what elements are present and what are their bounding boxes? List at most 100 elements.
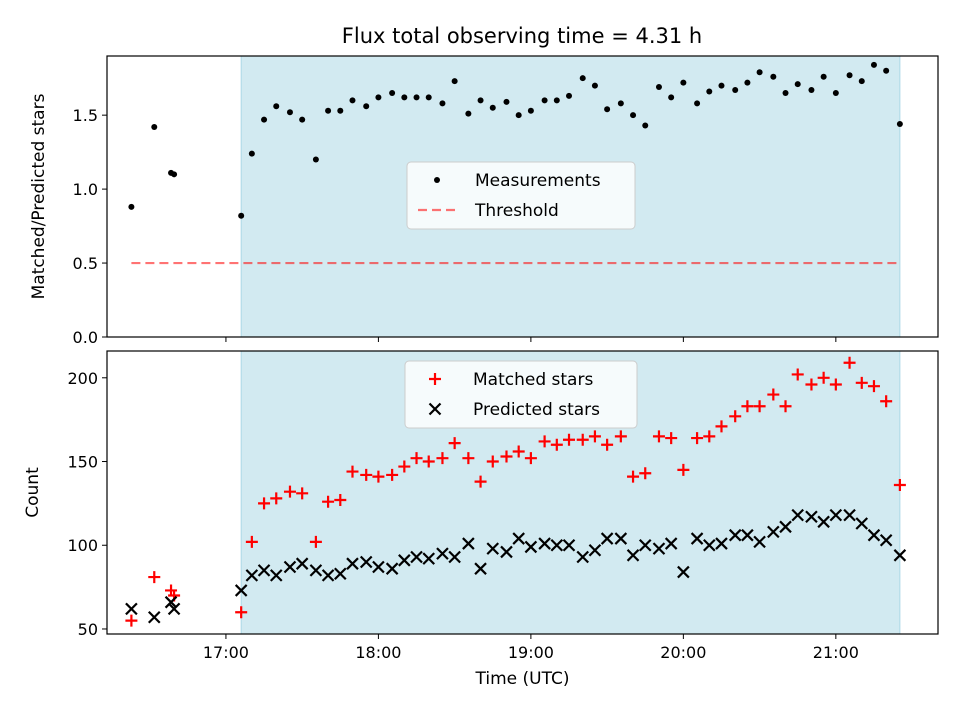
measurement-point xyxy=(680,79,687,86)
predicted-star-point xyxy=(614,532,628,545)
predicted-star-point xyxy=(600,532,614,545)
matched-star-point xyxy=(334,494,347,507)
matched-star-point xyxy=(753,400,766,413)
matched-star-point xyxy=(410,452,423,465)
measurement-point xyxy=(617,100,624,107)
matched-star-point xyxy=(245,535,258,548)
x-tick-label: 21:00 xyxy=(813,643,859,662)
measurement-point xyxy=(566,92,573,99)
legend-marker-predicted xyxy=(428,402,442,416)
predicted-star-point xyxy=(164,595,178,609)
predicted-star-point xyxy=(372,560,385,574)
measurement-point xyxy=(668,94,675,101)
measurement-point xyxy=(694,100,701,107)
matched-star-point xyxy=(779,400,792,413)
matched-star-point xyxy=(703,430,716,443)
predicted-star-point xyxy=(167,602,181,616)
predicted-star-point xyxy=(703,538,716,552)
predicted-star-point xyxy=(334,567,347,580)
y-tick-label: 100 xyxy=(67,536,98,555)
predicted-star-point xyxy=(147,610,161,624)
matched-star-point xyxy=(677,463,690,476)
predicted-star-point xyxy=(321,569,335,582)
x-tick-label: 18:00 xyxy=(355,643,401,662)
measurement-point xyxy=(238,212,245,219)
matched-star-point xyxy=(614,430,627,443)
measurement-point xyxy=(286,109,293,116)
predicted-star-point xyxy=(767,525,780,539)
matched-star-point xyxy=(512,445,525,458)
measurement-point xyxy=(261,116,268,123)
predicted-star-point xyxy=(626,549,640,562)
predicted-star-point xyxy=(791,508,804,522)
predicted-star-point xyxy=(295,557,309,570)
measurement-point xyxy=(604,106,611,113)
measurement-point xyxy=(655,84,662,91)
predicted-star-point xyxy=(422,552,436,565)
measurement-point xyxy=(718,82,725,89)
predicted-star-point xyxy=(893,549,907,562)
predicted-star-point xyxy=(410,550,423,564)
matched-star-point xyxy=(563,433,576,446)
predicted-star-point xyxy=(538,537,551,550)
predicted-star-point xyxy=(462,537,475,550)
measurement-point xyxy=(273,103,280,110)
predicted-star-point xyxy=(436,547,449,560)
y-tick-label: 0.5 xyxy=(73,254,98,273)
matched-star-point xyxy=(805,378,818,391)
matched-star-point xyxy=(283,485,296,498)
predicted-star-point xyxy=(843,508,856,522)
matched-star-point xyxy=(125,614,138,627)
predicted-star-point xyxy=(855,517,869,530)
predicted-star-point xyxy=(779,520,792,534)
measurement-point xyxy=(858,78,865,85)
predicted-star-point xyxy=(500,545,513,559)
measurement-point xyxy=(401,94,408,101)
matched-star-point xyxy=(791,368,804,381)
y-tick-label: 150 xyxy=(67,453,98,472)
measurement-point xyxy=(171,171,178,178)
matched-star-point xyxy=(436,452,449,465)
predicted-star-point xyxy=(638,538,652,552)
predicted-star-point xyxy=(690,532,704,545)
shaded-observing-span xyxy=(240,350,901,635)
predicted-star-point xyxy=(550,538,564,552)
x-tick-label: 17:00 xyxy=(203,643,249,662)
measurement-point xyxy=(349,97,356,104)
measurement-point xyxy=(846,72,853,79)
y-axis-label: Count xyxy=(23,467,43,518)
measurement-point xyxy=(439,100,446,107)
predicted-star-point xyxy=(486,542,500,555)
predicted-star-point xyxy=(245,569,259,582)
predicted-star-point xyxy=(257,564,271,577)
measurement-point xyxy=(413,94,420,101)
matched-star-point xyxy=(715,420,728,433)
matched-star-point xyxy=(627,470,640,483)
matched-star-point xyxy=(665,432,678,445)
x-axis-label: Time (UTC) xyxy=(475,669,570,689)
measurement-point xyxy=(527,107,534,114)
measurement-point xyxy=(896,121,903,128)
measurement-point xyxy=(832,89,839,96)
measurement-point xyxy=(477,97,484,104)
matched-star-point xyxy=(576,433,589,446)
predicted-star-point xyxy=(269,569,283,582)
measurement-point xyxy=(553,97,560,104)
measurement-point xyxy=(325,107,332,114)
matched-star-point xyxy=(309,535,322,548)
legend-label: Predicted stars xyxy=(473,400,600,420)
predicted-star-point xyxy=(715,537,728,550)
predicted-star-point xyxy=(346,557,359,570)
plot-frame xyxy=(106,55,939,338)
matched-star-point xyxy=(550,438,563,451)
measurement-point xyxy=(425,94,432,101)
matched-star-point xyxy=(296,487,309,500)
measurement-point xyxy=(389,89,396,96)
measurement-point xyxy=(451,78,458,85)
matched-star-point xyxy=(524,452,537,465)
measurement-point xyxy=(375,94,382,101)
matched-star-point xyxy=(538,435,551,448)
measurement-point xyxy=(489,104,496,111)
matched-star-point xyxy=(258,497,271,510)
